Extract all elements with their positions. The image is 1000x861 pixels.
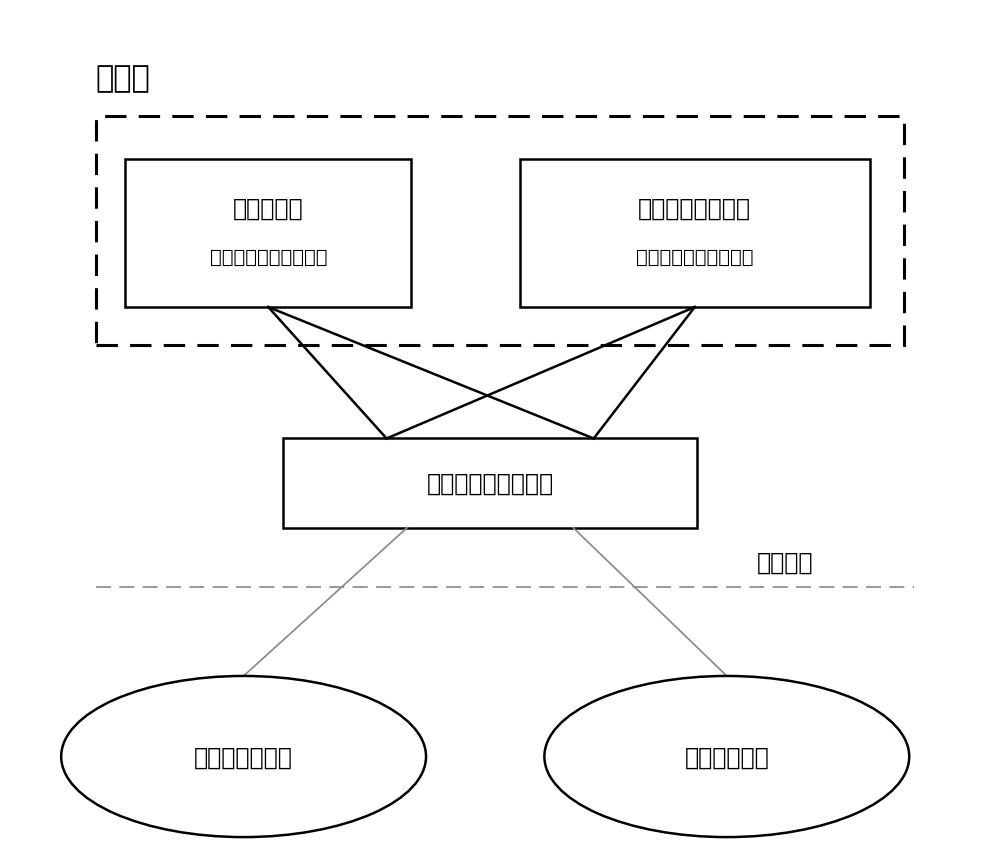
Bar [520, 159, 870, 307]
Text: 联网通道: 联网通道 [756, 550, 813, 573]
Ellipse shape [544, 676, 909, 837]
Text: （包含通道切换程序）: （包含通道切换程序） [210, 248, 327, 267]
Text: 互联网联网通道: 互联网联网通道 [194, 745, 293, 769]
Bar [283, 439, 697, 528]
Text: 移动终端联网子系统: 移动终端联网子系统 [427, 472, 554, 495]
Text: 专用数据网络: 专用数据网络 [684, 745, 769, 769]
Text: （包含通道切换程序）: （包含通道切换程序） [636, 248, 754, 267]
Text: 客户端与应用程序: 客户端与应用程序 [638, 196, 751, 220]
Bar [96, 117, 904, 346]
Text: 应用层: 应用层 [96, 65, 150, 94]
Text: 专用浏览器: 专用浏览器 [233, 196, 304, 220]
Bar [125, 159, 411, 307]
Ellipse shape [61, 676, 426, 837]
